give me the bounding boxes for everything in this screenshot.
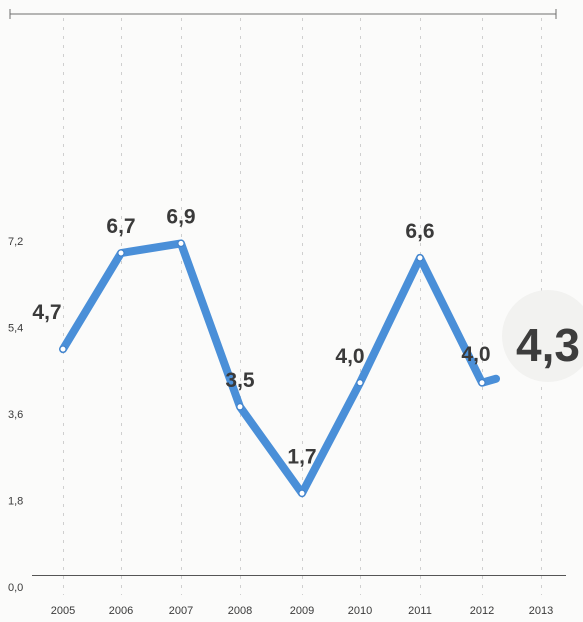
data-labels: 4,7 6,7 6,9 3,5 1,7 4,0 6,6 4,0 4,3 (32, 205, 580, 468)
x-tick-label-2012: 2012 (470, 605, 494, 617)
data-point-2010 (356, 379, 364, 387)
top-rule (9, 9, 557, 19)
highlight-glow (502, 290, 583, 382)
grid (63, 18, 542, 595)
data-label-2008: 3,5 (225, 369, 255, 392)
x-tick-label-2005: 2005 (51, 605, 75, 617)
y-tick-label: 5,4 (8, 323, 23, 335)
data-label-2012: 4,0 (461, 343, 490, 366)
data-label-2010: 4,0 (335, 345, 364, 368)
y-tick-label: 1,8 (8, 496, 23, 508)
data-label-2006: 6,7 (106, 215, 135, 238)
x-tick-label-2013: 2013 (529, 605, 553, 617)
series (59, 239, 500, 498)
y-tick-label: 7,2 (8, 236, 23, 248)
data-point-2011 (416, 254, 424, 262)
data-point-2006 (117, 249, 125, 257)
highlight-group (502, 290, 583, 382)
x-tick-label-2006: 2006 (109, 605, 133, 617)
data-label-2013: 4,3 (516, 319, 580, 371)
y-tick-label: 3,6 (8, 409, 23, 421)
data-label-2009: 1,7 (287, 445, 316, 468)
x-tick-label-2010: 2010 (348, 605, 372, 617)
x-tick-label-2008: 2008 (228, 605, 252, 617)
series-line (59, 239, 500, 498)
x-tick-label-2011: 2011 (408, 605, 432, 617)
data-label-2011: 6,6 (405, 220, 434, 243)
x-tick-labels: 2005 2006 2007 2008 2009 2010 2011 2012 2013 (51, 605, 553, 617)
data-point-2007 (177, 239, 185, 247)
x-tick-label-2007: 2007 (169, 605, 193, 617)
data-label-2007: 6,9 (166, 205, 195, 228)
data-point-2005 (59, 345, 67, 353)
data-label-2005: 4,7 (32, 301, 61, 324)
data-point-2012 (478, 379, 486, 387)
y-tick-label: 0,0 (8, 582, 23, 594)
data-point-2009 (298, 489, 306, 497)
data-point-2008 (236, 403, 244, 411)
x-tick-label-2009: 2009 (290, 605, 314, 617)
y-tick-labels: 0,0 1,8 3,6 5,4 7,2 (8, 236, 23, 594)
